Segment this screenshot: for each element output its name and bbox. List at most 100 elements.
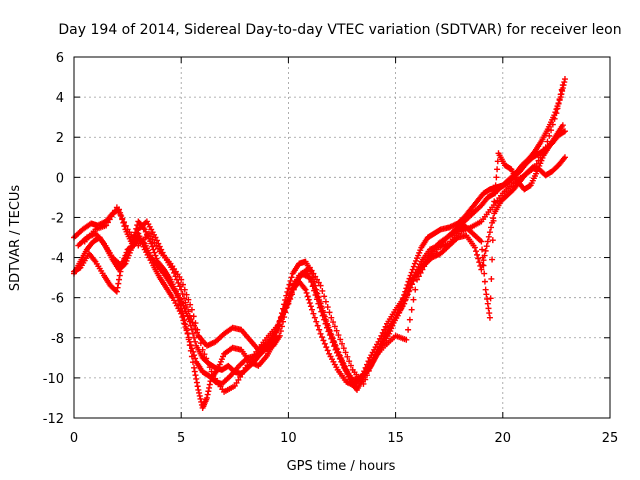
- data-point: [544, 138, 551, 145]
- data-point: [478, 266, 485, 273]
- data-point: [364, 372, 371, 379]
- data-point: [181, 286, 188, 293]
- data-point: [401, 300, 408, 307]
- data-point: [412, 286, 419, 293]
- data-point: [191, 368, 198, 375]
- data-point: [292, 281, 299, 288]
- data-point: [537, 154, 544, 161]
- y-tick-label: -6: [51, 292, 64, 307]
- data-point: [482, 247, 489, 254]
- data-point: [122, 222, 129, 229]
- data-point: [481, 270, 488, 277]
- data-point: [340, 345, 347, 352]
- data-point: [276, 332, 283, 339]
- data-point: [179, 309, 186, 316]
- data-point: [318, 334, 325, 341]
- data-point: [417, 269, 424, 276]
- data-point: [362, 376, 369, 383]
- data-point: [329, 339, 336, 346]
- data-point: [492, 182, 499, 189]
- data-point: [179, 281, 186, 288]
- data-point: [115, 208, 122, 215]
- data-point: [287, 296, 294, 303]
- data-point: [321, 340, 328, 347]
- data-point: [294, 277, 301, 284]
- data-point: [489, 237, 496, 244]
- data-point: [175, 279, 182, 286]
- data-point: [187, 301, 194, 308]
- data-point: [479, 246, 486, 253]
- data-point: [197, 395, 204, 402]
- data-point: [421, 263, 428, 270]
- data-point: [306, 274, 313, 281]
- data-point: [126, 246, 133, 253]
- data-point: [201, 351, 208, 358]
- data-point: [365, 367, 372, 374]
- data-point: [476, 259, 483, 266]
- data-point: [488, 275, 495, 282]
- data-point: [189, 348, 196, 355]
- data-point: [149, 236, 156, 243]
- data-point: [205, 359, 211, 366]
- data-point: [344, 353, 351, 360]
- data-point: [192, 338, 199, 345]
- data-point: [333, 327, 340, 334]
- y-tick-label: 6: [56, 51, 64, 66]
- data-point: [288, 274, 295, 281]
- data-point: [176, 283, 183, 290]
- data-point: [183, 304, 190, 311]
- data-point: [197, 340, 204, 347]
- data-point: [401, 297, 408, 304]
- data-point: [181, 295, 188, 302]
- data-point: [405, 288, 412, 295]
- data-point: [549, 121, 556, 128]
- data-point: [187, 342, 194, 349]
- data-point: [360, 380, 367, 387]
- data-points: [71, 76, 568, 411]
- data-point: [335, 332, 342, 339]
- data-point: [308, 306, 315, 313]
- data-point: [280, 311, 287, 318]
- data-point: [117, 211, 124, 218]
- data-point: [331, 323, 338, 330]
- data-point: [410, 296, 417, 303]
- data-point: [203, 394, 210, 401]
- data-point: [559, 82, 566, 89]
- data-point: [561, 79, 568, 86]
- x-tick-label: 15: [387, 431, 404, 446]
- data-point: [322, 298, 329, 305]
- data-point: [190, 313, 197, 320]
- data-point: [308, 278, 315, 285]
- data-point: [196, 333, 203, 340]
- data-point: [480, 262, 487, 269]
- data-point: [486, 310, 493, 317]
- data-point: [339, 361, 346, 368]
- data-point: [114, 284, 121, 291]
- data-point: [154, 245, 161, 252]
- data-point: [486, 229, 493, 236]
- data-point: [116, 276, 123, 283]
- data-point: [484, 300, 491, 307]
- data-point: [287, 277, 294, 284]
- data-point: [274, 322, 281, 329]
- data-point: [333, 349, 340, 356]
- data-point: [238, 370, 245, 377]
- data-point: [485, 305, 492, 312]
- data-point: [471, 244, 478, 251]
- data-point: [558, 86, 565, 93]
- x-tick-label: 5: [177, 431, 185, 446]
- data-point: [308, 267, 315, 274]
- data-point: [206, 384, 213, 391]
- data-point: [305, 296, 312, 303]
- data-point: [367, 363, 374, 370]
- y-tick-label: 4: [56, 91, 64, 106]
- data-point: [191, 352, 198, 359]
- data-point: [408, 306, 415, 313]
- data-point: [336, 355, 343, 362]
- data-point: [484, 238, 491, 245]
- data-point: [326, 332, 333, 339]
- data-point: [481, 278, 488, 285]
- data-point: [335, 352, 342, 359]
- data-point: [320, 337, 327, 344]
- data-point: [199, 346, 206, 353]
